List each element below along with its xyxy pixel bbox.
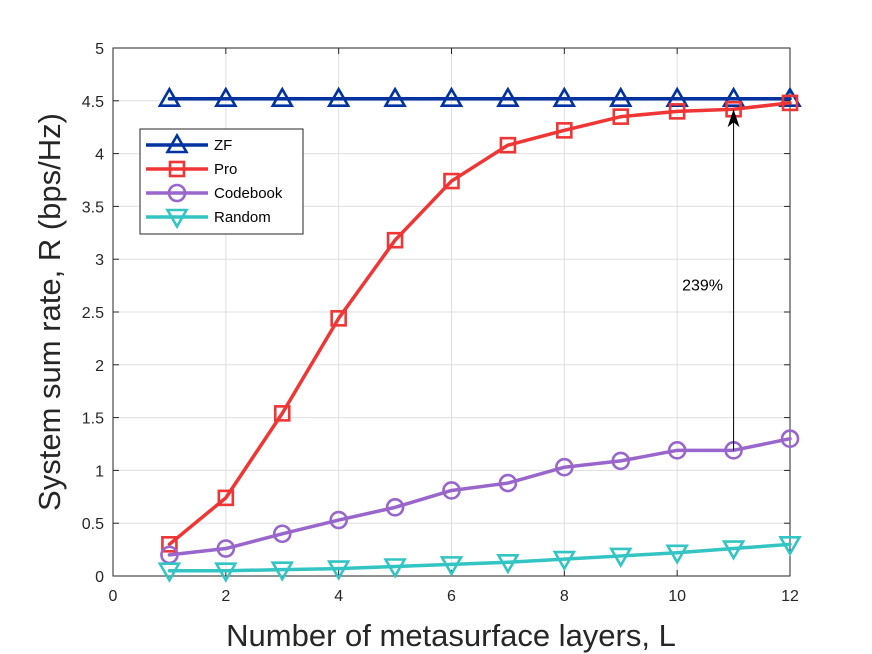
data-point-zf [721,86,746,107]
data-point-zf [270,86,294,107]
data-point-codebook [216,539,236,558]
x-tick-label: 4 [334,588,343,605]
data-point-random [270,561,294,582]
legend-label-zf: ZF [214,137,232,154]
data-point-pro [499,136,517,154]
series-line-pro [167,101,792,547]
data-point-random [721,540,746,561]
data-point-zf [157,86,182,107]
data-point-pro [386,231,404,249]
annotation-arrow-head [727,109,740,128]
legend: ZF Pro Codebook Random [139,128,304,235]
data-point-codebook [329,510,348,530]
y-tick-label: 1.5 [82,411,104,428]
x-tick-label: 10 [668,588,686,605]
series-line-codebook [167,436,792,557]
data-point-pro [161,536,178,553]
data-point-zf [552,86,577,107]
data-point-codebook [611,451,631,471]
data-point-random [326,560,351,581]
data-point-pro [443,172,460,190]
data-point-zf [383,86,407,107]
legend-marker-codebook [167,183,187,203]
legend-entry-random: Random [146,208,271,230]
y-tick-label: 4.5 [82,94,104,111]
grid [113,48,790,576]
data-point-codebook [780,429,800,449]
series-zf [157,86,802,107]
y-tick-label: 5 [95,41,104,58]
data-point-random [383,558,407,579]
legend-marker-random [165,208,189,230]
series-line-random [167,542,792,573]
data-point-zf [609,86,633,107]
data-point-pro [217,489,235,507]
series-codebook [160,429,800,565]
y-tick-label: 0.5 [82,516,104,533]
y-tick-label: 0 [95,569,104,586]
legend-label-codebook: Codebook [214,185,283,202]
data-point-codebook [498,473,518,493]
data-point-pro [556,122,573,139]
x-tick-label: 12 [781,588,799,605]
y-tick-label: 4 [95,147,104,164]
y-tick-label: 3.5 [82,199,104,216]
data-point-random [778,536,802,557]
data-point-random [609,547,633,569]
x-axis-title: Number of metasurface layers, L [226,618,676,653]
data-point-codebook [442,481,461,500]
annotation-label: 239% [682,278,723,295]
data-point-zf [778,86,802,107]
annotations: 239% [682,109,740,451]
data-point-random [665,544,689,565]
data-point-pro [781,94,799,112]
data-point-random [439,556,464,577]
legend-entry-pro: Pro [146,160,237,178]
x-tick-label: 2 [221,588,230,605]
legend-label-random: Random [214,209,271,226]
y-axis-title: System sum rate, R (bps/Hz) [32,113,67,511]
legend-label-pro: Pro [214,161,237,178]
y-tick-label: 2.5 [82,305,104,322]
data-point-random [496,553,520,575]
data-point-pro [612,108,630,125]
x-tick-label: 0 [109,588,118,605]
data-point-zf [496,86,520,107]
data-point-random [552,550,577,572]
data-point-pro [668,103,686,120]
data-point-pro [273,405,291,422]
series-group [157,86,802,583]
data-point-random [157,562,182,583]
series-random [157,536,802,583]
data-point-codebook [272,524,292,544]
legend-marker-zf [165,132,189,154]
data-point-pro [330,310,347,327]
y-tick-label: 3 [95,252,104,269]
data-point-zf [665,86,689,107]
legend-entry-zf: ZF [146,132,232,154]
data-point-codebook [667,441,687,460]
data-point-random [214,562,238,583]
x-tick-label: 6 [447,588,456,605]
data-point-codebook [385,498,405,517]
data-point-zf [214,86,238,107]
y-tick-label: 1 [95,463,104,480]
data-point-zf [326,86,351,107]
legend-entry-codebook: Codebook [146,183,283,203]
y-tick-label: 2 [95,358,104,375]
data-point-zf [439,86,464,107]
x-tick-label: 8 [560,588,569,605]
data-point-codebook [555,457,574,477]
legend-marker-pro [168,160,186,178]
